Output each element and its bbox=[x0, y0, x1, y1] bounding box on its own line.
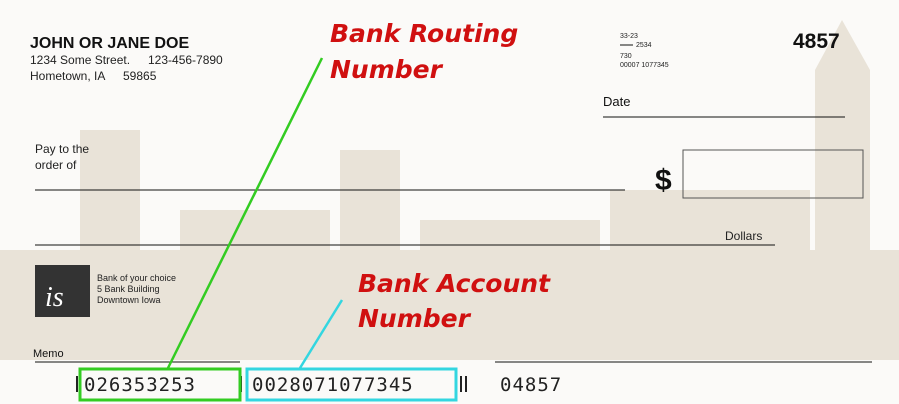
date-label: Date bbox=[603, 94, 630, 109]
routing-annotation: Bank Routing bbox=[330, 19, 518, 48]
bank-info: Bank of your choice bbox=[97, 273, 176, 283]
micr-symbol bbox=[76, 376, 78, 392]
bank-logo-text: is bbox=[45, 282, 64, 313]
pay-to-label: Pay to the bbox=[35, 142, 89, 156]
bank-info: 5 Bank Building bbox=[97, 284, 160, 294]
check-number: 4857 bbox=[793, 30, 840, 53]
dollar-sign: $ bbox=[655, 164, 672, 197]
payer-city: Hometown, IA bbox=[30, 69, 105, 83]
check: JOHN OR JANE DOE 1234 Some Street. 123-4… bbox=[0, 0, 899, 404]
fraction-mid: 2534 bbox=[636, 42, 652, 49]
pay-to-label: order of bbox=[35, 158, 77, 172]
routing-annotation: Number bbox=[330, 55, 444, 84]
fraction-top: 33-23 bbox=[620, 33, 638, 40]
account-annotation: Number bbox=[358, 304, 472, 333]
micr-symbol bbox=[465, 376, 467, 392]
payer-zip: 59865 bbox=[123, 69, 157, 83]
micr-account: 0028071077345 bbox=[252, 374, 414, 396]
fraction-bottom: 00007 1077345 bbox=[620, 62, 669, 69]
bank-info: Downtown Iowa bbox=[97, 295, 161, 305]
fraction-low: 730 bbox=[620, 53, 632, 60]
memo-label: Memo bbox=[33, 348, 64, 360]
account-annotation: Bank Account bbox=[358, 269, 551, 298]
dollars-label: Dollars bbox=[725, 229, 762, 243]
micr-check: 04857 bbox=[500, 374, 562, 396]
payer-name: JOHN OR JANE DOE bbox=[30, 35, 189, 52]
payer-phone: 123-456-7890 bbox=[148, 53, 223, 67]
micr-symbol bbox=[460, 376, 462, 392]
micr-routing: 026353253 bbox=[84, 374, 196, 396]
payer-address: 1234 Some Street. bbox=[30, 53, 130, 67]
